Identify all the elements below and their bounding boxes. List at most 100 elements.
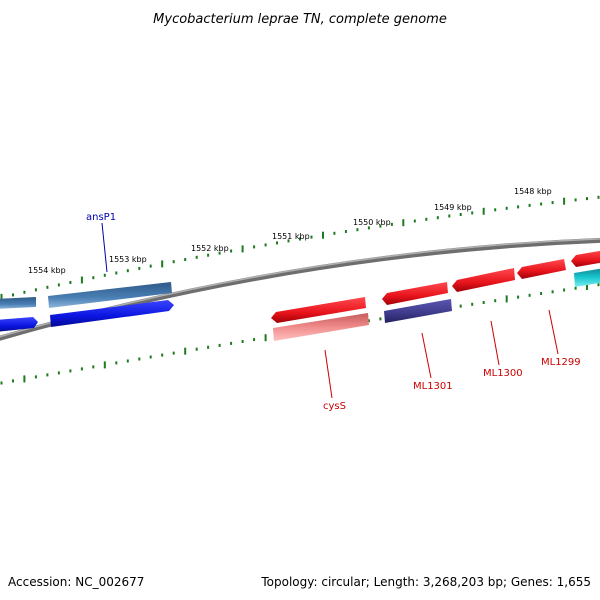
tick-label-1550: 1550 kbp — [353, 218, 391, 227]
ruler-minor-tick — [0, 381, 3, 385]
ruler-minor-tick — [34, 288, 37, 292]
ruler-minor-tick — [253, 245, 256, 249]
ruler-major-tick — [322, 231, 324, 239]
ruler-minor-tick — [517, 205, 520, 209]
gene-label-cysS: cysS — [323, 401, 346, 412]
ruler-major-tick — [23, 375, 26, 383]
ruler-minor-tick — [149, 355, 152, 359]
gene-feature-ansP1-product — [48, 282, 172, 308]
ruler-minor-tick — [103, 273, 106, 277]
ruler-minor-tick — [92, 365, 95, 369]
ruler-minor-tick — [356, 228, 359, 232]
accession-label: Accession: NC_002677 — [8, 575, 144, 589]
ruler-major-tick — [586, 283, 588, 290]
gene-feature-cysS-product — [273, 313, 369, 341]
ruler-minor-tick — [46, 285, 49, 289]
ruler-minor-tick — [138, 266, 141, 270]
tick-label-1548: 1548 kbp — [514, 187, 552, 196]
ruler-minor-tick — [92, 276, 95, 280]
gene-feature — [0, 317, 38, 332]
ruler-minor-tick — [379, 317, 382, 321]
ruler-minor-tick — [230, 341, 233, 345]
ruler-major-tick — [184, 347, 187, 355]
ruler-minor-tick — [551, 290, 554, 294]
ruler-minor-tick — [34, 375, 37, 379]
gene-feature — [574, 268, 600, 287]
ruler-minor-tick — [379, 224, 382, 228]
ruler-major-tick — [161, 260, 164, 268]
ruler-minor-tick — [195, 347, 198, 351]
ruler-major-tick — [0, 293, 3, 301]
ruler-major-tick — [103, 361, 106, 369]
ruler-minor-tick — [333, 231, 336, 235]
ruler-minor-tick — [115, 271, 118, 275]
ruler-minor-tick — [425, 217, 428, 221]
ruler-minor-tick — [482, 301, 485, 304]
gene-label-ML1299: ML1299 — [541, 357, 581, 368]
ruler-minor-tick — [459, 304, 462, 308]
ruler-minor-tick — [264, 243, 267, 247]
ruler-minor-tick — [172, 351, 175, 355]
ruler-minor-tick — [184, 258, 187, 261]
gene-feature-ML1301-product — [384, 299, 452, 323]
ruler-minor-tick — [597, 283, 600, 287]
ruler-minor-tick — [390, 222, 393, 226]
ruler-minor-tick — [586, 197, 588, 201]
ruler-minor-tick — [494, 299, 497, 303]
ruler-minor-tick — [436, 216, 439, 220]
gene-feature-ML1299 — [517, 259, 566, 279]
ruler-minor-tick — [80, 367, 83, 371]
gene-label-ML1300: ML1300 — [483, 368, 523, 379]
ruler-minor-tick — [287, 239, 290, 243]
ruler-minor-tick — [230, 249, 233, 253]
ruler-major-tick — [505, 295, 508, 303]
tick-label-1551: 1551 kbp — [272, 232, 310, 241]
ruler-minor-tick — [563, 288, 566, 292]
ruler-minor-tick — [299, 237, 301, 241]
ruler-minor-tick — [344, 230, 347, 233]
ruler-minor-tick — [149, 264, 152, 268]
ruler-major-tick — [80, 276, 83, 284]
ruler-minor-tick — [367, 226, 370, 230]
ruler-minor-tick — [241, 340, 244, 343]
leader-line-ML1300 — [490, 320, 500, 366]
ruler-minor-tick — [471, 211, 474, 215]
ruler-minor-tick — [172, 260, 175, 264]
ruler-major-tick — [482, 207, 485, 215]
tick-label-1553: 1553 kbp — [109, 255, 147, 264]
ruler-minor-tick — [207, 253, 210, 257]
ruler-minor-tick — [471, 302, 474, 306]
gene-feature-cysS — [271, 297, 366, 323]
ruler-minor-tick — [597, 195, 600, 199]
ruler-major-tick — [241, 245, 244, 253]
leader-line-ansP1 — [101, 222, 108, 273]
ruler-minor-tick — [505, 206, 508, 210]
tick-label-1554: 1554 kbp — [28, 266, 66, 275]
map-title: Mycobacterium leprae TN, complete genome — [153, 12, 447, 27]
ruler-minor-tick — [46, 373, 49, 377]
gene-label-ML1301: ML1301 — [413, 381, 453, 392]
ruler-minor-tick — [69, 281, 72, 284]
ruler-minor-tick — [528, 203, 531, 207]
leader-line-ML1301 — [421, 332, 432, 379]
ruler-major-tick — [402, 219, 405, 227]
gene-feature-ansP1 — [50, 300, 174, 327]
ruler-minor-tick — [574, 198, 577, 202]
ruler-minor-tick — [540, 202, 543, 206]
ruler-minor-tick — [195, 255, 198, 259]
ruler-minor-tick — [367, 319, 370, 323]
leader-line-ML1299 — [548, 309, 559, 355]
ruler-major-tick — [264, 334, 267, 342]
ruler-minor-tick — [310, 235, 313, 239]
gene-feature-ML1300 — [452, 268, 515, 292]
ruler-minor-tick — [517, 295, 520, 299]
ruler-minor-tick — [115, 361, 118, 365]
ruler-minor-tick — [448, 214, 451, 218]
ruler-minor-tick — [23, 290, 26, 294]
gene-feature — [571, 250, 600, 267]
ruler-minor-tick — [57, 371, 60, 375]
ruler-minor-tick — [494, 208, 497, 212]
ruler-minor-tick — [12, 379, 14, 383]
ruler-minor-tick — [126, 269, 129, 273]
